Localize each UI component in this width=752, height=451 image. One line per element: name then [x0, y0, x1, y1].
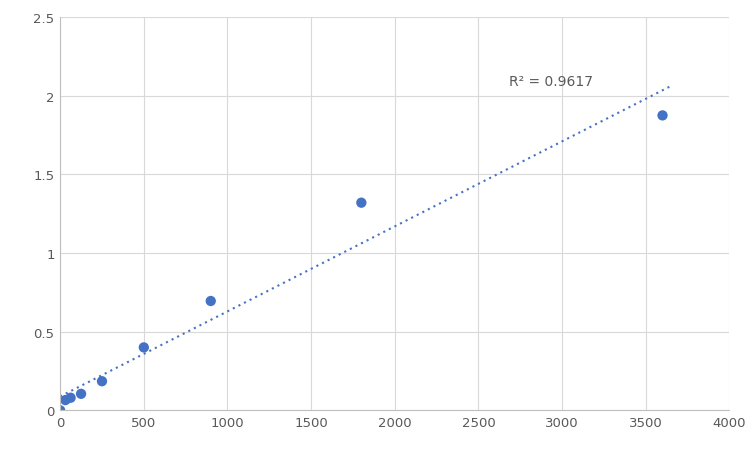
Point: [59, 396, 71, 404]
Point: [656, 113, 669, 120]
Point: [138, 344, 150, 351]
Text: R² = 0.9617: R² = 0.9617: [508, 75, 593, 89]
Point: [54, 407, 66, 414]
Point: [75, 390, 87, 397]
Point: [205, 298, 217, 305]
Point: [355, 200, 367, 207]
Point: [65, 394, 77, 401]
Point: [96, 378, 108, 385]
